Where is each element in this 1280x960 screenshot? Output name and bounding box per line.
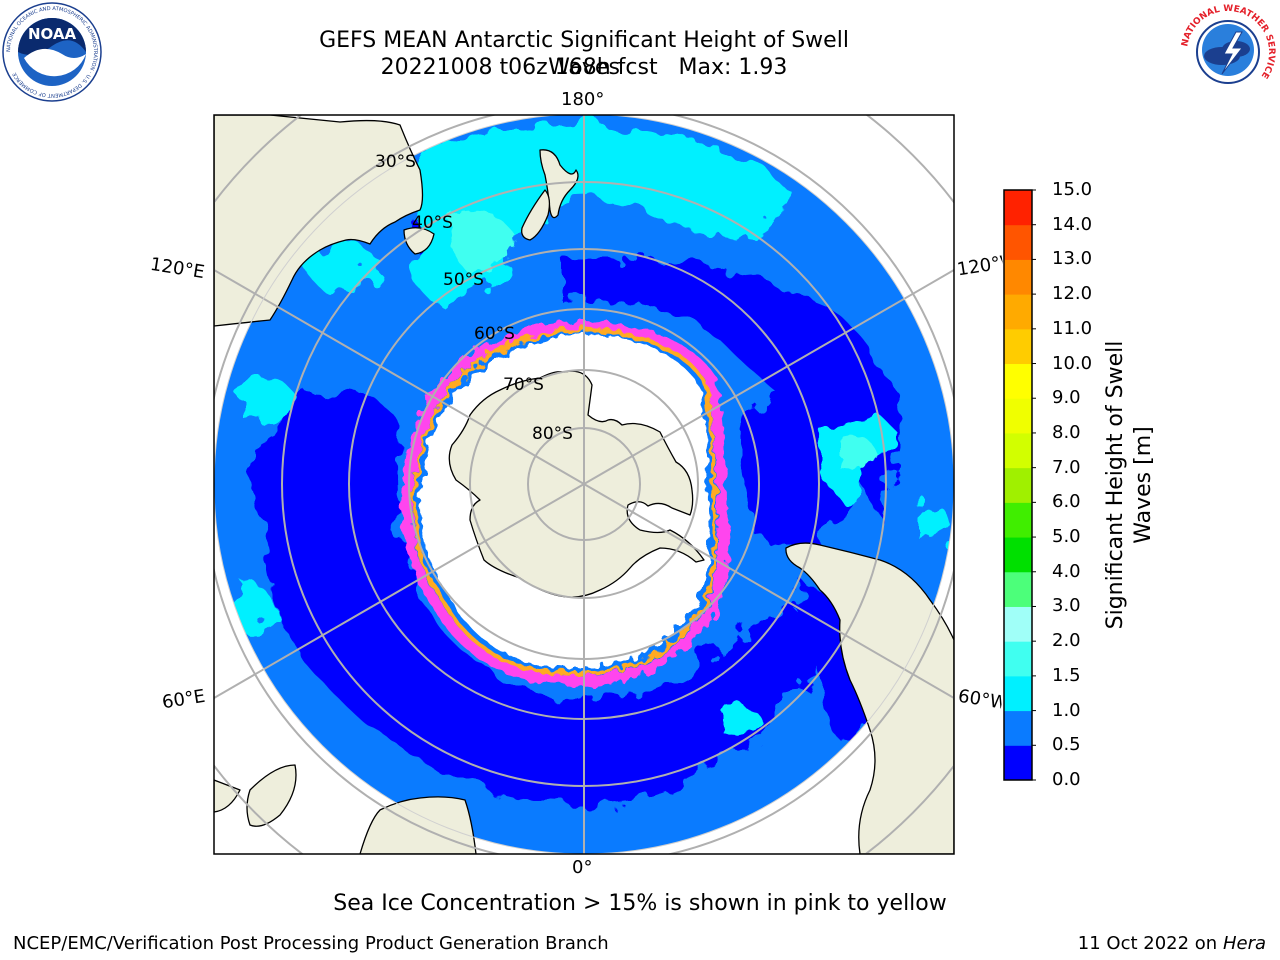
colorbar-segment [1004, 259, 1032, 295]
colorbar-tick-label: 0.5 [1052, 734, 1081, 756]
colorbar-tick-label: 4.0 [1052, 560, 1081, 582]
colorbar-tick-label: 8.0 [1052, 421, 1081, 443]
colorbar-segment [1004, 432, 1032, 469]
noaa-logo: NATIONAL OCEANIC AND ATMOSPHERIC ADMINIS… [2, 2, 102, 102]
nws-logo: NATIONAL WEATHER SERVICE [1179, 3, 1277, 101]
colorbar-tick-label: 3.0 [1052, 595, 1081, 617]
colorbar-tick-label: 0.0 [1052, 769, 1081, 790]
antarctica [448, 370, 705, 598]
new-zealand-south [521, 189, 551, 241]
colorbar-tick-label: 1.5 [1052, 664, 1081, 686]
lat-label-50s: 50°S [443, 270, 484, 290]
colorbar-segment [1004, 363, 1032, 399]
lat-label-60s: 60°S [474, 324, 515, 344]
colorbar-tick-label: 1.0 [1052, 699, 1081, 721]
colorbar-segment [1004, 328, 1032, 365]
colorbar-tick-label: 14.0 [1052, 213, 1093, 235]
chart-title: GEFS MEAN Antarctic Significant Height o… [319, 28, 849, 80]
colorbar-tick-label: 12.0 [1052, 283, 1093, 305]
colorbar-segment [1004, 571, 1032, 607]
chart-subtitle: 20221008 t06z 168h fcst Max: 1.93 [380, 55, 788, 80]
lon-label-0: 0° [572, 857, 593, 878]
colorbar-segment [1004, 502, 1032, 538]
colorbar-segment [1004, 224, 1032, 260]
land-masses [214, 115, 954, 854]
colorbar-segment [1004, 745, 1032, 781]
colorbar-tick-label: 5.0 [1052, 526, 1081, 548]
sea-ice-note: Sea Ice Concentration > 15% is shown in … [333, 891, 947, 916]
footer-credit: NCEP/EMC/Verification Post Processing Pr… [13, 933, 609, 954]
colorbar-tick-label: 6.0 [1052, 491, 1081, 513]
colorbar-segment [1004, 675, 1032, 712]
colorbar-tick-label: 2.0 [1052, 630, 1081, 652]
australia [214, 115, 424, 327]
footer-date-text: 11 Oct 2022 on [1077, 933, 1223, 954]
lat-label-40s: 40°S [412, 213, 453, 233]
colorbar-frame [1003, 189, 1033, 781]
colorbar-segment [1004, 710, 1032, 746]
lat-label-30s: 30°S [375, 152, 416, 172]
colorbar-segment [1004, 467, 1032, 503]
colorbar-tick-label: 13.0 [1052, 248, 1093, 270]
colorbar-label: Significant Height of Swell Waves [m] [1103, 340, 1156, 630]
lat-label-70s: 70°S [503, 375, 544, 395]
colorbar [1003, 189, 1036, 781]
colorbar-tick-label: 9.0 [1052, 387, 1081, 409]
colorbar-segment [1004, 294, 1032, 330]
noaa-text: NOAA [28, 25, 77, 43]
colorbar-tick-label: 10.0 [1052, 352, 1093, 374]
colorbar-tick-label: 7.0 [1052, 456, 1081, 478]
colorbar-tick-label: 11.0 [1052, 317, 1093, 339]
south-america [785, 499, 954, 854]
colorbar-segment [1004, 190, 1032, 226]
footer-host: Hera [1222, 933, 1266, 954]
madagascar [246, 764, 297, 827]
graticule [214, 115, 954, 854]
colorbar-segment [1004, 537, 1032, 573]
footer-date: 11 Oct 2022 on Hera [1078, 933, 1266, 954]
lon-label-180: 180° [561, 89, 605, 110]
tasmania [403, 227, 435, 255]
colorbar-tick-label: 15.0 [1052, 179, 1093, 200]
lat-label-80s: 80°S [532, 424, 573, 444]
colorbar-segment [1004, 606, 1032, 642]
colorbar-segment [1004, 398, 1032, 434]
colorbar-segment [1004, 641, 1032, 677]
